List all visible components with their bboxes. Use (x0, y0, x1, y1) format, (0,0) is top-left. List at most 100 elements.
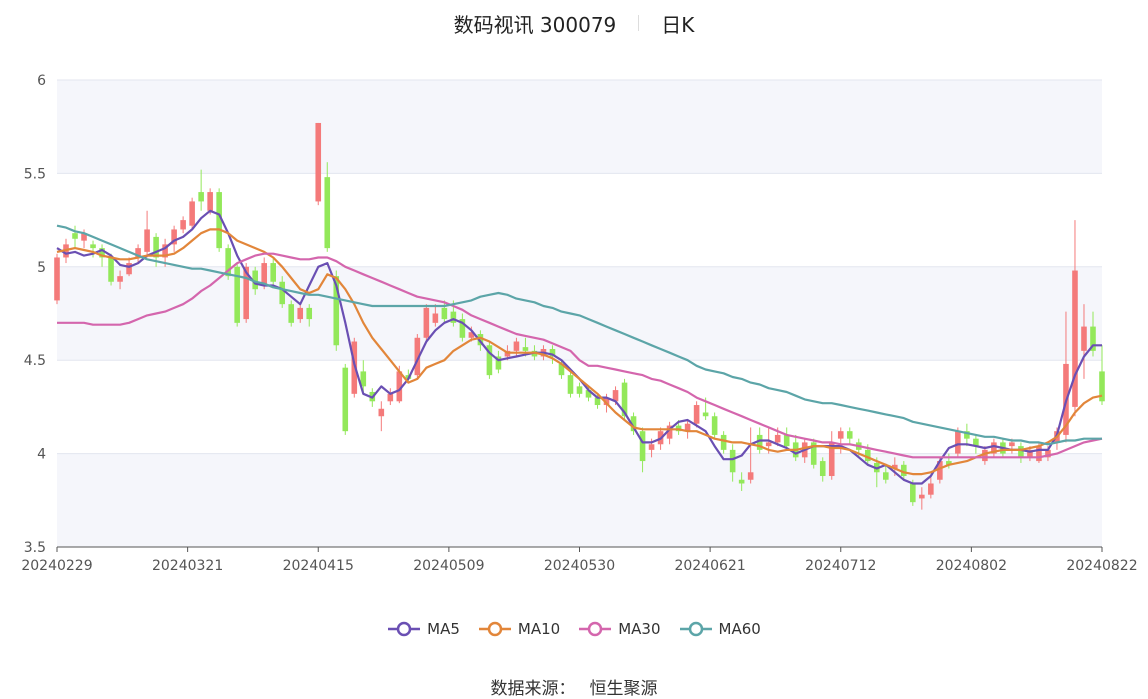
candle-body (171, 229, 177, 245)
candle-body (387, 393, 394, 402)
legend-swatch (579, 621, 612, 637)
candle-body (1072, 270, 1078, 407)
legend-swatch (478, 621, 511, 637)
candle-body (1036, 446, 1042, 462)
candle-body (1009, 442, 1015, 447)
candle-body (333, 276, 340, 346)
legend-swatch (388, 621, 421, 637)
candle-body (207, 192, 213, 211)
candle-body (234, 266, 240, 323)
candle-body (955, 431, 961, 454)
candle-body (901, 464, 907, 477)
candle-body (684, 423, 691, 432)
candle-body (90, 244, 96, 249)
candle-body (837, 431, 844, 439)
candle-body (910, 483, 916, 503)
candle-body (72, 233, 78, 239)
y-tick-label: 4.5 (24, 353, 46, 369)
x-tick-label: 20240415 (283, 558, 354, 574)
chart-title-bar: 数码视讯 300079 日K (0, 8, 1148, 38)
candle-body (1090, 326, 1096, 351)
candle-body (306, 307, 313, 320)
series-line-ma60 (56, 224, 1102, 446)
candle-body (982, 449, 988, 462)
series-line-ma10 (56, 228, 1103, 476)
candle-body (639, 431, 646, 462)
candle-body (270, 263, 276, 282)
period-label[interactable]: 日K (661, 12, 695, 37)
data-source: 数据来源： 恒生聚源 (0, 674, 1148, 699)
legend-item-ma10[interactable]: MA10 (478, 620, 560, 638)
candle-body (774, 434, 781, 443)
chart-title: 数码视讯 300079 (453, 12, 617, 37)
x-tick-label: 20240822 (1066, 558, 1137, 574)
candle-body (720, 434, 727, 450)
candle-body (117, 276, 123, 282)
candle-body (423, 307, 430, 338)
candle-body (1018, 446, 1024, 458)
grid-band (57, 80, 1102, 174)
candle-body (189, 201, 195, 226)
y-tick-label: 5.5 (24, 166, 46, 182)
candle-body (81, 233, 87, 241)
candle-body (459, 319, 466, 338)
y-tick-label: 6 (37, 73, 46, 89)
candle-body (135, 248, 141, 258)
candle-body (621, 382, 628, 417)
candle-body (99, 248, 105, 258)
candle-body (351, 341, 358, 394)
legend-item-ma5[interactable]: MA5 (387, 620, 460, 638)
candle-body (198, 192, 204, 202)
candle-body (864, 449, 871, 462)
candle-body (396, 371, 403, 402)
candle-body (693, 405, 700, 424)
candle-body (297, 307, 304, 320)
candle-body (144, 229, 150, 252)
candle-body (756, 434, 763, 450)
legend-swatch (679, 621, 712, 637)
candle-body (243, 266, 249, 320)
source-value: 恒生聚源 (589, 679, 658, 699)
candle-body (594, 397, 601, 406)
legend-item-ma30[interactable]: MA30 (578, 620, 661, 638)
candle-body (892, 464, 898, 469)
x-tick-label: 20240530 (544, 558, 615, 574)
candle-body (549, 348, 556, 357)
candle-body (261, 263, 267, 286)
candle-body (522, 347, 529, 351)
candle-body (828, 442, 835, 477)
x-tick-label: 20240509 (413, 558, 484, 574)
x-tick-label: 20240321 (152, 558, 223, 574)
candle-body (252, 270, 258, 290)
candle-body (513, 341, 520, 351)
candle-body (937, 461, 943, 480)
source-label: 数据来源： (490, 679, 576, 699)
candle-body (495, 356, 502, 370)
candle-body (846, 431, 853, 439)
candle-body (153, 236, 159, 258)
legend-label: MA5 (427, 620, 460, 638)
candle-body (567, 375, 574, 394)
grid-band (57, 266, 1102, 361)
x-tick-label: 20240802 (936, 558, 1007, 574)
candle-body (973, 438, 979, 447)
candle-body (702, 412, 709, 417)
legend-item-ma60[interactable]: MA60 (679, 620, 761, 638)
candle-body (666, 425, 673, 439)
candle-body (630, 416, 637, 432)
grid-band (57, 453, 1102, 547)
candle-body (991, 442, 997, 454)
y-tick-label: 3.5 (24, 540, 46, 556)
candle-body (747, 472, 754, 480)
candle-body (1099, 371, 1105, 402)
candle-body (468, 332, 475, 338)
candle-body (54, 257, 60, 301)
candle-body (162, 244, 168, 258)
candle-body (919, 494, 925, 499)
candle-body (378, 408, 385, 417)
candle-body (1027, 449, 1033, 458)
candle-body (414, 337, 421, 376)
candle-body (729, 449, 736, 473)
candle-body (288, 304, 295, 323)
candle-body (819, 461, 826, 477)
